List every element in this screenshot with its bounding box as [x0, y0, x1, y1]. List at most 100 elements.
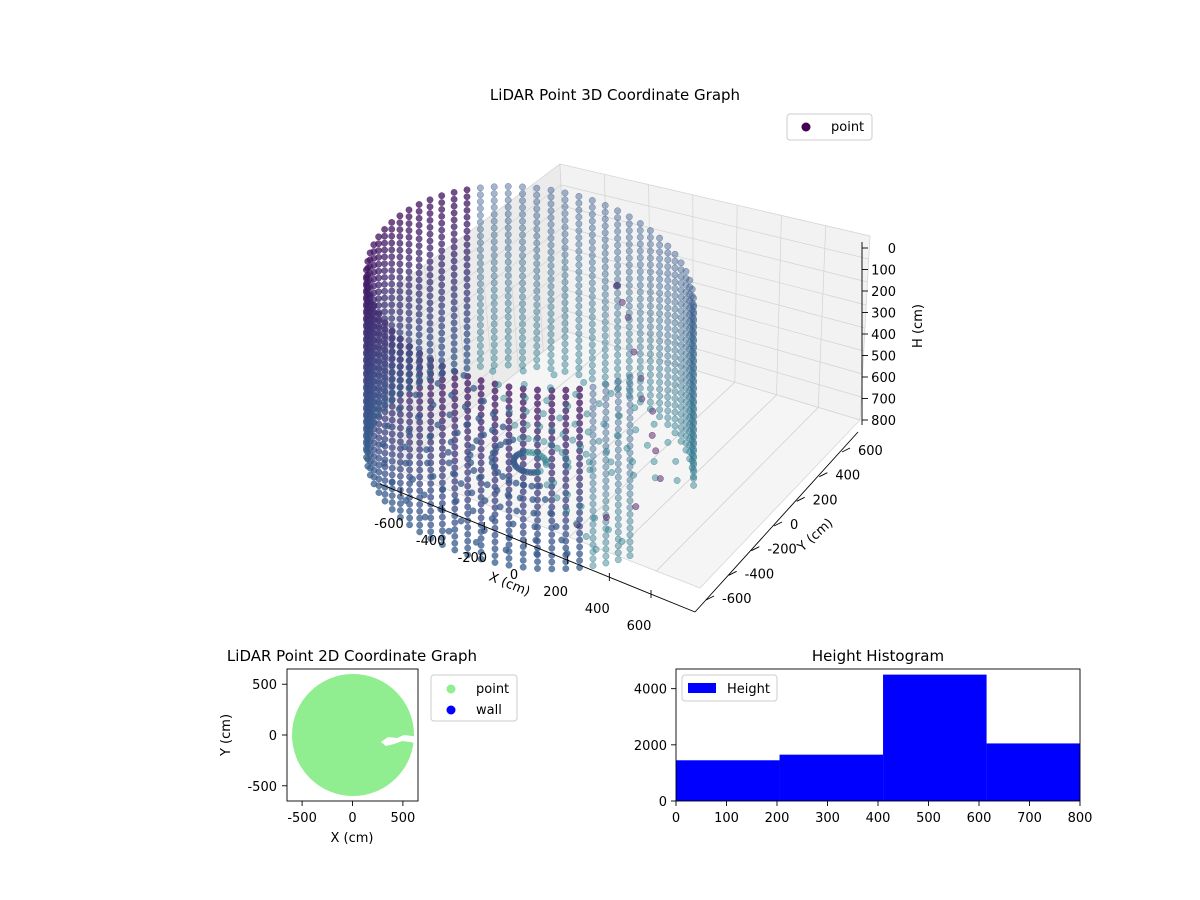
point-3d — [445, 459, 453, 467]
point-3d — [467, 459, 475, 467]
point-3d — [575, 357, 583, 365]
point-3d — [664, 386, 672, 394]
point-3d — [520, 481, 528, 489]
point-3d — [656, 344, 664, 352]
point-3d — [601, 325, 609, 333]
point-3d — [588, 231, 596, 239]
point-3d — [402, 497, 410, 504]
point-3d — [561, 264, 569, 272]
point-3d — [388, 218, 396, 226]
point-3d — [468, 444, 476, 451]
z-tick-label: 100 — [871, 264, 896, 279]
point-3d — [547, 234, 555, 242]
point-3d — [625, 254, 633, 262]
point-3d — [556, 414, 564, 422]
point-3d — [600, 420, 608, 428]
point-3d — [480, 431, 488, 439]
point-3d — [613, 432, 621, 439]
point-3d — [575, 282, 583, 290]
point-3d — [575, 309, 583, 317]
point-3d — [671, 257, 679, 265]
point-3d — [477, 445, 485, 453]
point-3d — [499, 423, 507, 431]
point-3d — [505, 527, 513, 535]
point-3d — [533, 342, 541, 350]
point-3d — [588, 252, 596, 259]
point-3d — [438, 438, 446, 446]
point-3d — [664, 304, 672, 312]
point-3d — [427, 418, 435, 426]
point-3d — [451, 402, 459, 410]
point-3d — [522, 408, 530, 416]
chart-2d: LiDAR Point 2D Coordinate Graph -500 0 500… — [219, 647, 518, 846]
point-3d — [416, 425, 424, 433]
point-3d — [682, 371, 690, 378]
point-3d — [561, 216, 569, 224]
point-3d — [375, 370, 383, 378]
point-3d — [438, 315, 446, 323]
point-3d — [656, 399, 664, 407]
point-3d — [602, 490, 610, 498]
point-3d — [630, 471, 637, 479]
point-3d — [405, 281, 413, 289]
point-3d — [664, 311, 672, 319]
point-3d — [533, 335, 541, 343]
point-3d — [643, 441, 651, 449]
point-3d — [375, 267, 383, 275]
point-3d — [562, 482, 570, 490]
point-3d — [636, 309, 644, 317]
point-3d — [438, 451, 446, 459]
point-3d — [618, 537, 626, 545]
point-3d — [415, 365, 423, 373]
point-3d — [375, 336, 383, 344]
point-3d — [575, 192, 583, 200]
point-3d — [589, 555, 597, 563]
point-3d — [646, 350, 654, 358]
point-3d — [489, 410, 497, 418]
point-3d — [646, 364, 654, 372]
point-3d — [671, 360, 679, 368]
point-3d — [489, 426, 496, 434]
point-3d — [614, 296, 622, 304]
point-3d — [603, 447, 611, 455]
point-3d — [625, 350, 633, 358]
point-3d — [664, 256, 672, 264]
point-3d — [562, 386, 570, 394]
point-3d — [519, 367, 527, 375]
point-3d — [656, 351, 664, 359]
point-3d — [625, 337, 633, 344]
point-3d — [561, 347, 569, 355]
point-3d — [664, 366, 672, 374]
point-3d — [686, 345, 694, 353]
point-3d — [504, 354, 512, 362]
point-3d — [416, 398, 424, 405]
grid-line — [569, 382, 736, 538]
point-3d — [406, 439, 414, 446]
point-3d — [625, 330, 633, 338]
point-3d — [388, 287, 396, 295]
point-3d — [388, 471, 396, 479]
point-3d — [494, 381, 502, 389]
point-3d — [491, 545, 499, 553]
point-3d — [490, 258, 498, 266]
point-3d — [575, 275, 583, 283]
point-3d — [686, 352, 694, 360]
point-3d — [381, 470, 389, 478]
point-3d — [625, 309, 633, 317]
point-3d — [375, 377, 383, 385]
point-3d — [682, 357, 690, 365]
point-3d — [464, 434, 472, 442]
point-3d — [477, 377, 485, 385]
point-3d — [588, 197, 596, 204]
point-3d — [491, 394, 499, 402]
point-3d — [504, 272, 512, 280]
point-3d — [575, 247, 583, 255]
point-3d — [396, 253, 404, 261]
point-3d — [366, 427, 374, 435]
point-3d — [636, 281, 644, 289]
y-tick-label: -600 — [722, 592, 752, 607]
point-3d — [614, 372, 622, 380]
point-3d — [547, 324, 555, 331]
z-tick-label: 400 — [871, 328, 896, 343]
